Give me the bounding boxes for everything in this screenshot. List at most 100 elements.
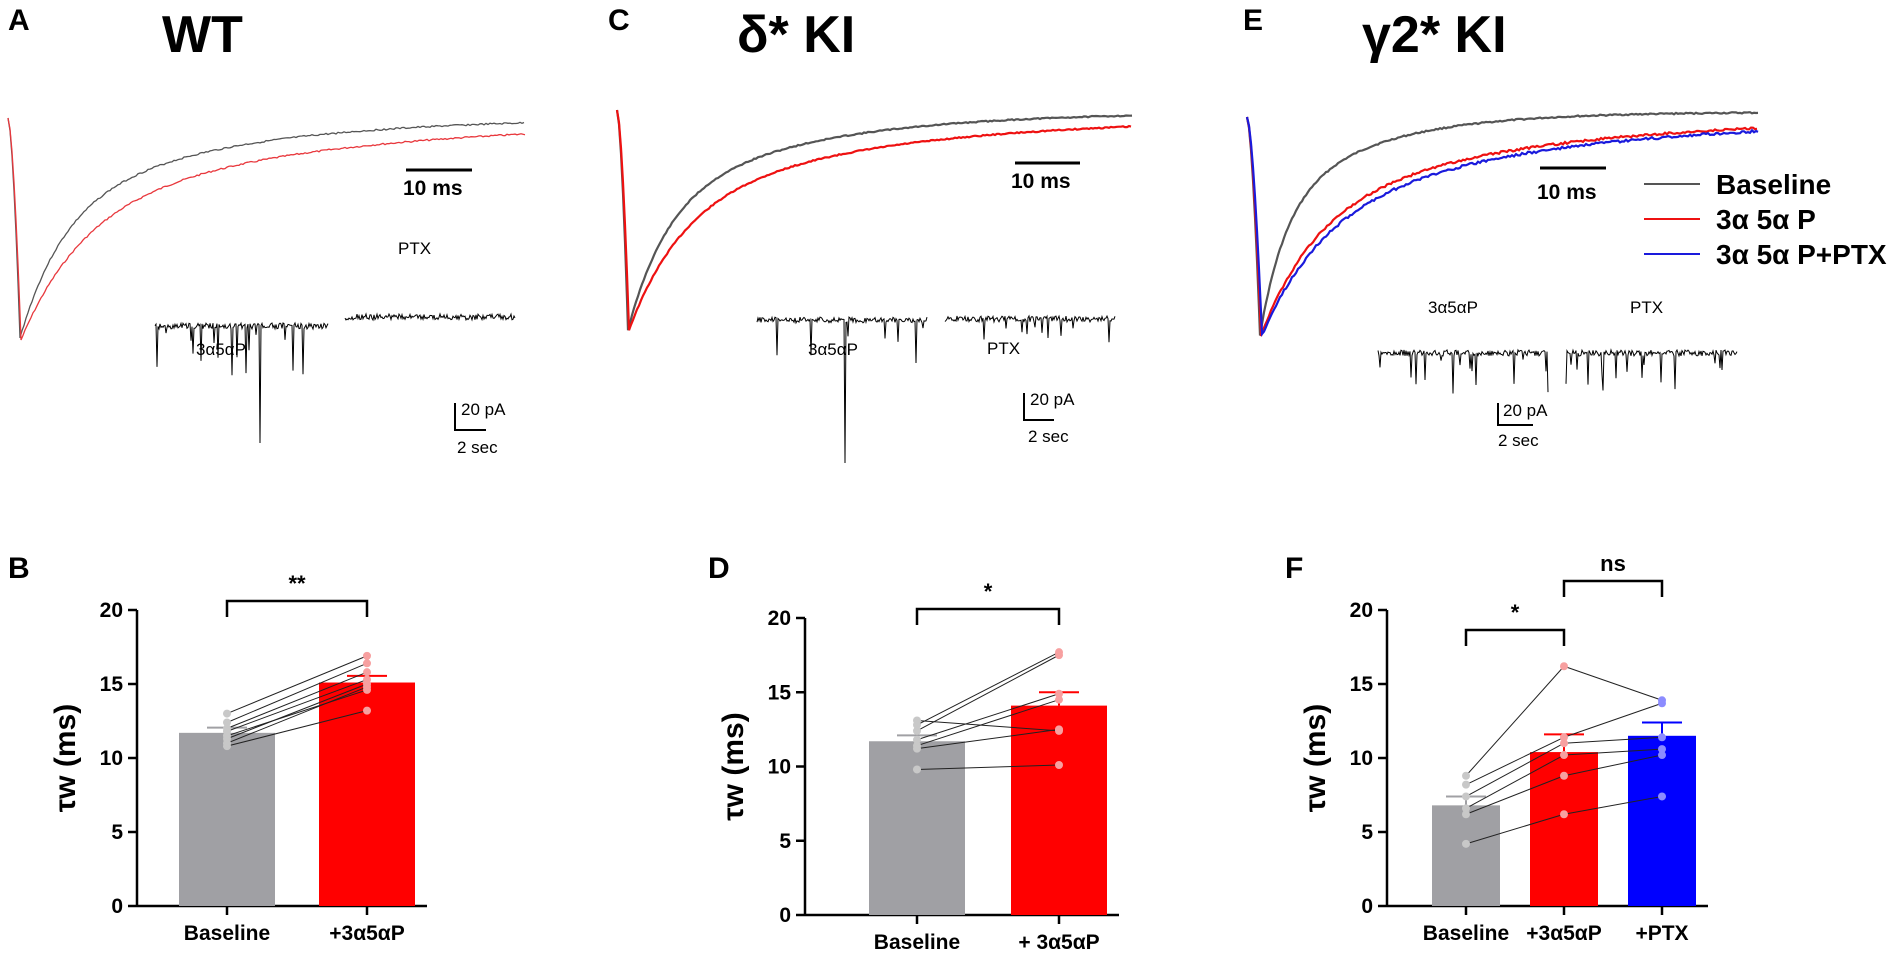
paired-line [1465, 775, 1565, 815]
paired-line [226, 671, 368, 729]
paired-line [916, 693, 1060, 741]
data-point [1560, 739, 1568, 748]
data-point [363, 685, 371, 694]
data-point [1462, 810, 1470, 819]
inset-label-ptx: PTX [1630, 298, 1663, 317]
paired-line [1465, 736, 1565, 786]
bar-chart-b: 0 5 10 15 20 τw (ms) Baseline +3α5αP ** [49, 571, 427, 945]
y-tick-label: 10 [1350, 747, 1373, 770]
y-axis-label: τw (ms) [49, 704, 82, 812]
x-tick-label: +3α5αP [329, 922, 404, 945]
paired-line [226, 686, 368, 744]
data-point [363, 651, 371, 660]
x-tick-label: +3α5αP [1526, 922, 1601, 945]
inset-scale-y: 20 pA [1503, 401, 1548, 420]
legend-label-3a5ap: 3α 5α P [1716, 204, 1816, 235]
bar [1011, 705, 1107, 915]
panel-label-f: F [1285, 552, 1303, 585]
legend-label-ptx: 3α 5α P+PTX [1716, 239, 1887, 270]
data-point [1462, 839, 1470, 848]
data-point [1462, 780, 1470, 789]
data-point [1560, 662, 1568, 671]
trace-baseline-gamma2 [1245, 111, 1759, 336]
data-point [1658, 733, 1666, 742]
trace-3a5ap-delta [615, 109, 1132, 331]
data-point [363, 706, 371, 715]
y-tick-label: 5 [111, 821, 123, 844]
data-point [223, 709, 231, 718]
paired-line [1465, 813, 1565, 845]
significance-bracket [915, 607, 1061, 625]
paired-line [226, 689, 368, 737]
panel-a: A WT 10 ms 3α5αP PTX 20 pA 2 sec [7, 4, 526, 457]
x-tick-label: Baseline [874, 931, 960, 954]
panel-label-c: C [608, 4, 630, 37]
data-point [1658, 751, 1666, 760]
y-axis-label: τw (ms) [717, 712, 750, 820]
inset-trace-drug [756, 315, 928, 464]
y-tick-label: 20 [768, 607, 791, 630]
data-point [363, 668, 371, 677]
data-point [1055, 695, 1063, 704]
data-point [913, 735, 921, 744]
panel-title-delta-ki: δ* KI [737, 6, 855, 64]
legend: Baseline 3α 5α P 3α 5α P+PTX [1644, 169, 1887, 270]
paired-line [916, 719, 1060, 732]
paired-line [226, 683, 368, 740]
significance-bracket [1562, 579, 1664, 597]
bar [319, 682, 415, 906]
significance-label: ** [288, 571, 306, 596]
paired-line [1563, 748, 1663, 756]
trace-baseline-delta [615, 109, 1133, 331]
inset-trace-drug [154, 321, 329, 444]
y-tick-label: 10 [768, 756, 791, 779]
panel-title-wt: WT [162, 6, 243, 64]
data-point [913, 741, 921, 750]
paired-line [1563, 665, 1663, 701]
x-tick-label: Baseline [1423, 922, 1509, 945]
bar [1628, 735, 1696, 906]
data-point [363, 659, 371, 668]
bar-chart-f: 0 5 10 15 20 τw (ms) Baseline +3α5αP +PTX * ns [1299, 551, 1708, 945]
trace-3a5ap-wt [7, 117, 526, 341]
paired-line [226, 679, 368, 732]
data-point [223, 724, 231, 733]
x-tick-label: + 3α5αP [1018, 931, 1099, 954]
inset-label-drug: 3α5αP [1428, 298, 1478, 317]
y-tick-label: 15 [1350, 673, 1374, 696]
inset-scale-y: 20 pA [461, 400, 506, 419]
y-tick-label: 15 [768, 681, 792, 704]
panel-label-a: A [8, 4, 30, 37]
inset-label-drug: 3α5αP [808, 340, 858, 359]
y-tick-label: 20 [100, 599, 123, 622]
bar [179, 732, 275, 906]
inset-scale-bar [1497, 403, 1533, 426]
trace-baseline-wt [7, 117, 525, 339]
bar-chart-d: 0 5 10 15 20 τw (ms) Baseline + 3α5αP * [717, 579, 1119, 954]
data-point [1055, 726, 1063, 735]
panel-label-b: B [8, 552, 30, 585]
y-tick-label: 10 [100, 747, 123, 770]
paired-line [1563, 702, 1663, 738]
inset-scale-bar [454, 403, 486, 431]
y-axis-label: τw (ms) [1299, 704, 1332, 812]
data-point [1055, 689, 1063, 698]
inset-scale-bar [1023, 393, 1054, 421]
y-tick-label: 15 [100, 673, 124, 696]
data-point [1560, 810, 1568, 819]
paired-line [1465, 754, 1565, 809]
data-point [1560, 771, 1568, 780]
y-tick-label: 0 [1361, 895, 1373, 918]
time-scale-label: 10 ms [1011, 170, 1071, 193]
y-tick-label: 20 [1350, 599, 1373, 622]
data-point [1658, 792, 1666, 801]
paired-line [226, 662, 368, 723]
paired-line [1563, 795, 1663, 815]
y-tick-label: 0 [111, 895, 123, 918]
paired-line [916, 651, 1060, 726]
data-point [1560, 751, 1568, 760]
trace-3a5ap-ptx-gamma2 [1245, 116, 1759, 337]
paired-line [916, 764, 1060, 770]
panel-label-d: D [708, 552, 730, 585]
